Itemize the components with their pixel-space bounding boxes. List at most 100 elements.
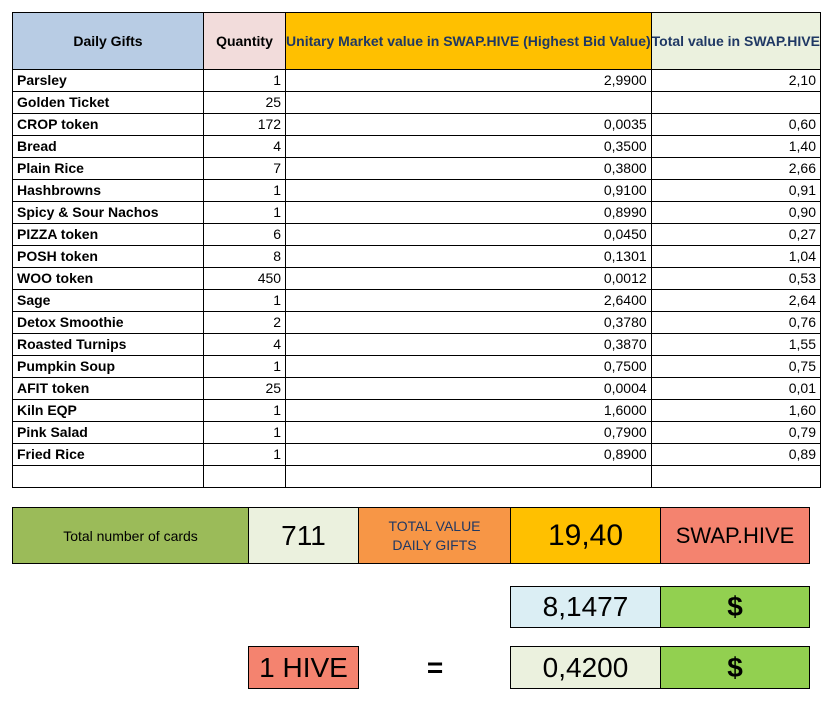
gift-name-cell: Kiln EQP (12, 399, 204, 422)
table-row: Bread 4 0,3500 1,40 (12, 135, 821, 158)
quantity-cell (202, 465, 287, 488)
table-row: Plain Rice 7 0,3800 2,66 (12, 157, 821, 180)
total-value-cell: 2,64 (650, 289, 821, 312)
table-row: Parsley 1 2,9900 2,10 (12, 69, 821, 92)
unit-value-cell: 0,7900 (285, 421, 652, 444)
quantity-cell: 2 (202, 311, 287, 334)
unit-value-cell (285, 465, 652, 488)
table-row: Sage 1 2,6400 2,64 (12, 289, 821, 312)
total-value-cell: 1,60 (650, 399, 821, 422)
table-row: Hashbrowns 1 0,9100 0,91 (12, 179, 821, 202)
table-row: Golden Ticket 25 (12, 91, 821, 114)
total-value-cell: 0,01 (650, 377, 821, 400)
daily-gifts-table: Daily Gifts Quantity Unitary Market valu… (12, 12, 821, 488)
total-value-cell: 1,55 (650, 333, 821, 356)
total-value-cell: 0,90 (650, 201, 821, 224)
quantity-cell: 7 (202, 157, 287, 180)
table-row: POSH token 8 0,1301 1,04 (12, 245, 821, 268)
header-unit-market-value: Unitary Market value in SWAP.HIVE (Highe… (285, 12, 652, 70)
usd-value: 8,1477 (510, 586, 661, 628)
table-row: WOO token 450 0,0012 0,53 (12, 267, 821, 290)
total-value-cell: 1,04 (650, 245, 821, 268)
header-quantity: Quantity (202, 12, 287, 70)
quantity-cell: 1 (202, 289, 287, 312)
unit-value-cell: 0,0004 (285, 377, 652, 400)
table-row: Detox Smoothie 2 0,3780 0,76 (12, 311, 821, 334)
gift-name-cell: Pink Salad (12, 421, 204, 444)
unit-value-cell: 1,6000 (285, 399, 652, 422)
total-value-cell: 0,60 (650, 113, 821, 136)
unit-value-cell: 0,3500 (285, 135, 652, 158)
quantity-cell: 1 (202, 421, 287, 444)
gift-name-cell (12, 465, 204, 488)
gift-name-cell: Spicy & Sour Nachos (12, 201, 204, 224)
total-value-sum: 19,40 (510, 507, 661, 564)
unit-value-cell: 0,8900 (285, 443, 652, 466)
quantity-cell: 4 (202, 333, 287, 356)
total-value-cell (650, 465, 821, 488)
table-row: PIZZA token 6 0,0450 0,27 (12, 223, 821, 246)
total-value-cell: 0,75 (650, 355, 821, 378)
gift-name-cell: Sage (12, 289, 204, 312)
quantity-cell: 8 (202, 245, 287, 268)
total-value-label-line1: TOTAL VALUE (388, 517, 481, 534)
gift-name-cell: PIZZA token (12, 223, 204, 246)
table-row (12, 465, 821, 488)
gift-name-cell: Parsley (12, 69, 204, 92)
table-row: Pink Salad 1 0,7900 0,79 (12, 421, 821, 444)
quantity-cell: 450 (202, 267, 287, 290)
gift-name-cell: Bread (12, 135, 204, 158)
total-value-cell (650, 91, 821, 114)
total-value-label: TOTAL VALUE DAILY GIFTS (358, 507, 511, 564)
quantity-cell: 1 (202, 69, 287, 92)
gift-name-cell: Hashbrowns (12, 179, 204, 202)
total-value-cell: 2,10 (650, 69, 821, 92)
table-row: Kiln EQP 1 1,6000 1,60 (12, 399, 821, 422)
quantity-cell: 1 (202, 355, 287, 378)
hive-unit-label: 1 HIVE (248, 646, 359, 689)
gift-name-cell: Plain Rice (12, 157, 204, 180)
quantity-cell: 1 (202, 443, 287, 466)
unit-value-cell (285, 91, 652, 114)
total-value-cell: 0,76 (650, 311, 821, 334)
unit-value-cell: 2,6400 (285, 289, 652, 312)
total-value-cell: 0,89 (650, 443, 821, 466)
usd-symbol: $ (660, 586, 810, 628)
header-row: Daily Gifts Quantity Unitary Market valu… (12, 12, 821, 70)
unit-value-cell: 0,3800 (285, 157, 652, 180)
total-value-cell: 0,79 (650, 421, 821, 444)
table-row: Roasted Turnips 4 0,3870 1,55 (12, 333, 821, 356)
gift-name-cell: Detox Smoothie (12, 311, 204, 334)
unit-value-cell: 2,9900 (285, 69, 652, 92)
unit-value-cell: 0,3870 (285, 333, 652, 356)
quantity-cell: 1 (202, 399, 287, 422)
unit-value-cell: 0,3780 (285, 311, 652, 334)
rate-usd-symbol: $ (660, 646, 810, 689)
table-row: Fried Rice 1 0,8900 0,89 (12, 443, 821, 466)
gift-name-cell: POSH token (12, 245, 204, 268)
gift-rows: Parsley 1 2,9900 2,10 Golden Ticket 25 CROP to… (12, 69, 821, 488)
quantity-cell: 1 (202, 179, 287, 202)
table-row: AFIT token 25 0,0004 0,01 (12, 377, 821, 400)
quantity-cell: 25 (202, 91, 287, 114)
quantity-cell: 4 (202, 135, 287, 158)
quantity-cell: 172 (202, 113, 287, 136)
gift-name-cell: Roasted Turnips (12, 333, 204, 356)
gift-name-cell: Pumpkin Soup (12, 355, 204, 378)
gift-name-cell: AFIT token (12, 377, 204, 400)
quantity-cell: 25 (202, 377, 287, 400)
total-value-cell: 0,53 (650, 267, 821, 290)
total-value-cell: 0,91 (650, 179, 821, 202)
hive-usd-rate: 0,4200 (510, 646, 661, 689)
gift-name-cell: Golden Ticket (12, 91, 204, 114)
table-row: Spicy & Sour Nachos 1 0,8990 0,90 (12, 201, 821, 224)
unit-value-cell: 0,7500 (285, 355, 652, 378)
gift-name-cell: CROP token (12, 113, 204, 136)
swap-hive-unit-label: SWAP.HIVE (660, 507, 810, 564)
total-value-cell: 1,40 (650, 135, 821, 158)
unit-value-cell: 0,0035 (285, 113, 652, 136)
gift-name-cell: Fried Rice (12, 443, 204, 466)
unit-value-cell: 0,8990 (285, 201, 652, 224)
total-cards-label: Total number of cards (12, 507, 249, 564)
unit-value-cell: 0,0450 (285, 223, 652, 246)
